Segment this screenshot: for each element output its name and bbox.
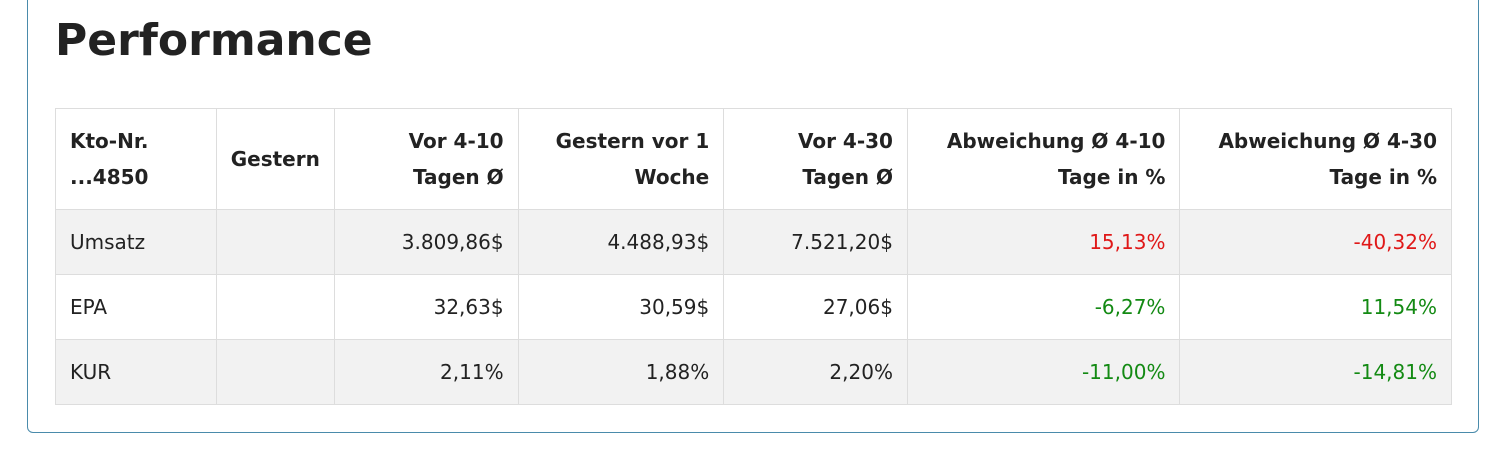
column-header-abweichung-4-30: Abweichung Ø 4-30 Tage in %: [1179, 108, 1452, 210]
cell-gestern-vor-1-woche: 4.488,93$: [517, 209, 725, 275]
table-header-row: Kto-Nr. ...4850 Gestern Vor 4-10 Tagen Ø…: [55, 108, 1452, 210]
cell-gestern: [215, 339, 335, 405]
cell-vor-4-10: 3.809,86$: [333, 209, 519, 275]
row-label: Umsatz: [55, 209, 217, 275]
table-row-kur: KUR 2,11% 1,88% 2,20% -11,00% -14,81%: [55, 339, 1452, 405]
cell-abweichung-4-30: -14,81%: [1179, 339, 1452, 405]
column-header-account: Kto-Nr. ...4850: [55, 108, 217, 210]
cell-gestern: [215, 274, 335, 340]
column-header-gestern: Gestern: [215, 108, 335, 210]
cell-abweichung-4-10: 15,13%: [906, 209, 1181, 275]
cell-abweichung-4-10: -6,27%: [906, 274, 1181, 340]
cell-vor-4-10: 2,11%: [333, 339, 519, 405]
column-header-vor-4-10: Vor 4-10 Tagen Ø: [333, 108, 519, 210]
performance-table: Kto-Nr. ...4850 Gestern Vor 4-10 Tagen Ø…: [55, 108, 1452, 405]
row-label: EPA: [55, 274, 217, 340]
cell-vor-4-30: 2,20%: [723, 339, 908, 405]
cell-gestern-vor-1-woche: 30,59$: [517, 274, 725, 340]
cell-vor-4-30: 7.521,20$: [723, 209, 908, 275]
cell-abweichung-4-30: 11,54%: [1179, 274, 1452, 340]
table-row-epa: EPA 32,63$ 30,59$ 27,06$ -6,27% 11,54%: [55, 274, 1452, 340]
cell-vor-4-10: 32,63$: [333, 274, 519, 340]
cell-abweichung-4-30: -40,32%: [1179, 209, 1452, 275]
column-header-gestern-vor-1-woche: Gestern vor 1 Woche: [517, 108, 725, 210]
cell-gestern: [215, 209, 335, 275]
cell-abweichung-4-10: -11,00%: [906, 339, 1181, 405]
column-header-vor-4-30: Vor 4-30 Tagen Ø: [723, 108, 908, 210]
cell-vor-4-30: 27,06$: [723, 274, 908, 340]
table-row-umsatz: Umsatz 3.809,86$ 4.488,93$ 7.521,20$ 15,…: [55, 209, 1452, 275]
row-label: KUR: [55, 339, 217, 405]
cell-gestern-vor-1-woche: 1,88%: [517, 339, 725, 405]
column-header-abweichung-4-10: Abweichung Ø 4-10 Tage in %: [906, 108, 1181, 210]
page-title: Performance: [55, 15, 373, 66]
